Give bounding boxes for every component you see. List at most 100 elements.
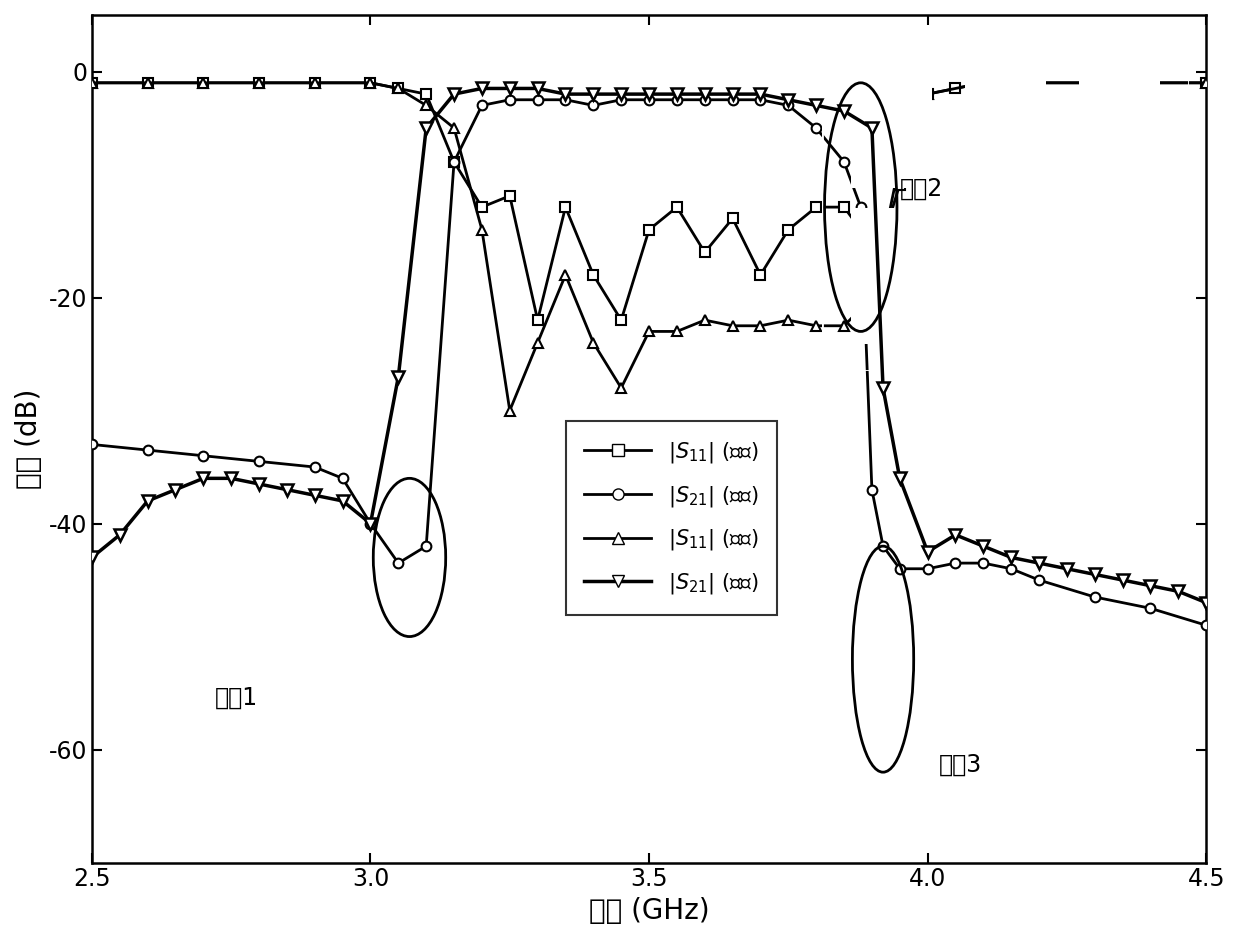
$|S_{11}|$ (测试) xyxy=(753,269,768,280)
$|S_{11}|$ (仿真) xyxy=(837,321,852,332)
$|S_{21}|$ (测试) xyxy=(697,94,712,105)
$|S_{21}|$ (测试) xyxy=(1032,574,1047,586)
$|S_{11}|$ (测试) xyxy=(697,246,712,258)
$|S_{21}|$ (测试) xyxy=(641,94,656,105)
$|S_{21}|$ (仿真) xyxy=(725,88,740,100)
$|S_{21}|$ (仿真) xyxy=(837,105,852,117)
$|S_{21}|$ (仿真) xyxy=(419,122,434,133)
$|S_{11}|$ (仿真) xyxy=(614,383,629,394)
$|S_{21}|$ (测试) xyxy=(1087,591,1102,603)
$|S_{21}|$ (测试) xyxy=(335,473,350,484)
$|S_{21}|$ (仿真) xyxy=(335,495,350,507)
$|S_{11}|$ (测试) xyxy=(446,156,461,167)
$|S_{11}|$ (测试) xyxy=(920,88,935,100)
$|S_{11}|$ (仿真) xyxy=(363,77,378,88)
$|S_{21}|$ (仿真) xyxy=(753,88,768,100)
$|S_{21}|$ (仿真) xyxy=(670,88,684,100)
$|S_{11}|$ (仿真) xyxy=(419,100,434,111)
$|S_{21}|$ (测试) xyxy=(1003,563,1018,574)
Legend: $|S_{11}|$ (测试), $|S_{21}|$ (测试), $|S_{11}|$ (仿真), $|S_{21}|$ (仿真): $|S_{11}|$ (测试), $|S_{21}|$ (测试), $|S_{1… xyxy=(565,421,777,615)
$|S_{11}|$ (仿真) xyxy=(84,77,99,88)
$|S_{11}|$ (测试) xyxy=(1087,77,1102,88)
$|S_{11}|$ (仿真) xyxy=(140,77,155,88)
$|S_{21}|$ (仿真) xyxy=(641,88,656,100)
$|S_{21}|$ (仿真) xyxy=(140,495,155,507)
$|S_{11}|$ (测试) xyxy=(614,315,629,326)
$|S_{11}|$ (仿真) xyxy=(864,292,879,304)
$|S_{21}|$ (测试) xyxy=(875,540,890,552)
$|S_{21}|$ (测试) xyxy=(753,94,768,105)
$|S_{11}|$ (仿真) xyxy=(531,337,546,349)
$|S_{21}|$ (测试) xyxy=(837,156,852,167)
$|S_{21}|$ (仿真) xyxy=(1032,557,1047,569)
$|S_{21}|$ (测试) xyxy=(853,201,868,212)
$|S_{11}|$ (仿真) xyxy=(391,83,405,94)
$|S_{11}|$ (仿真) xyxy=(920,88,935,100)
$|S_{21}|$ (测试) xyxy=(781,100,796,111)
$|S_{21}|$ (仿真) xyxy=(585,88,600,100)
Text: 零点2: 零点2 xyxy=(900,177,942,201)
$|S_{11}|$ (测试) xyxy=(670,201,684,212)
$|S_{21}|$ (测试) xyxy=(308,462,322,473)
$|S_{21}|$ (测试) xyxy=(864,484,879,495)
$|S_{11}|$ (测试) xyxy=(1143,77,1158,88)
$|S_{21}|$ (测试) xyxy=(475,100,490,111)
$|S_{21}|$ (仿真) xyxy=(1143,580,1158,591)
$|S_{21}|$ (测试) xyxy=(920,563,935,574)
$|S_{11}|$ (测试) xyxy=(84,77,99,88)
$|S_{21}|$ (测试) xyxy=(558,94,573,105)
$|S_{21}|$ (仿真) xyxy=(614,88,629,100)
Y-axis label: 幅度 (dB): 幅度 (dB) xyxy=(15,388,43,489)
$|S_{11}|$ (测试) xyxy=(140,77,155,88)
$|S_{11}|$ (仿真) xyxy=(808,321,823,332)
$|S_{21}|$ (测试) xyxy=(363,518,378,529)
$|S_{11}|$ (仿真) xyxy=(670,326,684,337)
$|S_{11}|$ (测试) xyxy=(585,269,600,280)
$|S_{11}|$ (测试) xyxy=(196,77,211,88)
$|S_{21}|$ (仿真) xyxy=(976,540,991,552)
$|S_{11}|$ (仿真) xyxy=(641,326,656,337)
$|S_{11}|$ (测试) xyxy=(808,201,823,212)
$|S_{21}|$ (仿真) xyxy=(875,383,890,394)
$|S_{21}|$ (测试) xyxy=(419,540,434,552)
$|S_{21}|$ (仿真) xyxy=(531,83,546,94)
$|S_{11}|$ (测试) xyxy=(502,190,517,201)
$|S_{21}|$ (测试) xyxy=(725,94,740,105)
$|S_{21}|$ (仿真) xyxy=(446,88,461,100)
$|S_{21}|$ (测试) xyxy=(949,557,963,569)
$|S_{21}|$ (仿真) xyxy=(1003,552,1018,563)
$|S_{11}|$ (仿真) xyxy=(1143,77,1158,88)
$|S_{11}|$ (测试) xyxy=(308,77,322,88)
$|S_{21}|$ (测试) xyxy=(252,456,267,467)
$|S_{11}|$ (测试) xyxy=(781,224,796,235)
$|S_{11}|$ (仿真) xyxy=(893,156,908,167)
$|S_{21}|$ (仿真) xyxy=(949,529,963,540)
$|S_{11}|$ (仿真) xyxy=(1032,77,1047,88)
$|S_{21}|$ (仿真) xyxy=(1199,597,1214,608)
$|S_{21}|$ (仿真) xyxy=(1087,569,1102,580)
$|S_{21}|$ (测试) xyxy=(140,445,155,456)
$|S_{21}|$ (仿真) xyxy=(223,473,238,484)
$|S_{11}|$ (测试) xyxy=(853,224,868,235)
$|S_{11}|$ (测试) xyxy=(725,212,740,224)
$|S_{21}|$ (测试) xyxy=(1199,619,1214,631)
$|S_{11}|$ (仿真) xyxy=(446,122,461,133)
$|S_{11}|$ (仿真) xyxy=(502,405,517,416)
$|S_{11}|$ (测试) xyxy=(641,224,656,235)
$|S_{21}|$ (测试) xyxy=(446,156,461,167)
$|S_{21}|$ (仿真) xyxy=(252,478,267,490)
$|S_{21}|$ (仿真) xyxy=(475,83,490,94)
$|S_{21}|$ (测试) xyxy=(502,94,517,105)
Line: $|S_{21}|$ (仿真): $|S_{21}|$ (仿真) xyxy=(87,83,1211,608)
$|S_{21}|$ (测试) xyxy=(808,122,823,133)
$|S_{11}|$ (仿真) xyxy=(781,315,796,326)
$|S_{21}|$ (仿真) xyxy=(893,473,908,484)
$|S_{21}|$ (仿真) xyxy=(808,100,823,111)
$|S_{21}|$ (仿真) xyxy=(1059,563,1074,574)
Text: 零点3: 零点3 xyxy=(939,753,982,777)
$|S_{11}|$ (测试) xyxy=(976,77,991,88)
$|S_{11}|$ (测试) xyxy=(837,201,852,212)
$|S_{21}|$ (仿真) xyxy=(864,122,879,133)
$|S_{21}|$ (测试) xyxy=(585,100,600,111)
$|S_{11}|$ (仿真) xyxy=(725,321,740,332)
